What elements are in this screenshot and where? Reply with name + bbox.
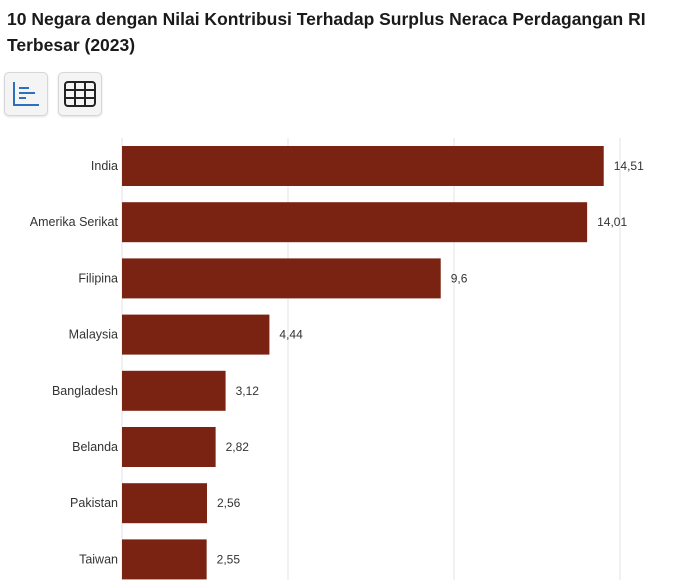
value-label: 2,82: [226, 440, 250, 454]
bar[interactable]: [122, 370, 226, 411]
bar[interactable]: [122, 314, 270, 355]
value-label: 14,51: [614, 159, 644, 173]
table-grid-icon: [63, 80, 97, 108]
bar[interactable]: [122, 146, 604, 186]
category-label: Bangladesh: [52, 384, 118, 398]
value-label: 9,6: [451, 271, 468, 285]
bar[interactable]: [122, 427, 216, 467]
bar[interactable]: [122, 258, 441, 299]
bar-chart-icon: [11, 80, 41, 108]
category-label: Amerika Serikat: [30, 215, 119, 229]
category-label: Filipina: [78, 271, 118, 285]
category-label: Malaysia: [69, 328, 118, 342]
category-label: Taiwan: [79, 552, 118, 566]
bar[interactable]: [122, 202, 588, 243]
bar-chart: India 14,51 Amerika Serikat 14,01 Filipina 9,…: [30, 138, 644, 580]
value-label: 3,12: [236, 384, 260, 398]
value-label: 2,55: [217, 552, 241, 566]
bar[interactable]: [122, 539, 207, 580]
value-label: 2,56: [217, 496, 241, 510]
category-label: Pakistan: [70, 496, 118, 510]
chart-title: 10 Negara dengan Nilai Kontribusi Terhad…: [7, 9, 646, 55]
view-toolbar: [4, 72, 102, 116]
value-label: 4,44: [279, 328, 303, 342]
table-view-button[interactable]: [58, 72, 102, 116]
value-label: 14,01: [597, 215, 627, 229]
bar[interactable]: [122, 483, 207, 524]
category-label: Belanda: [72, 440, 118, 454]
chart-view-button[interactable]: [4, 72, 48, 116]
category-label: India: [91, 159, 118, 173]
